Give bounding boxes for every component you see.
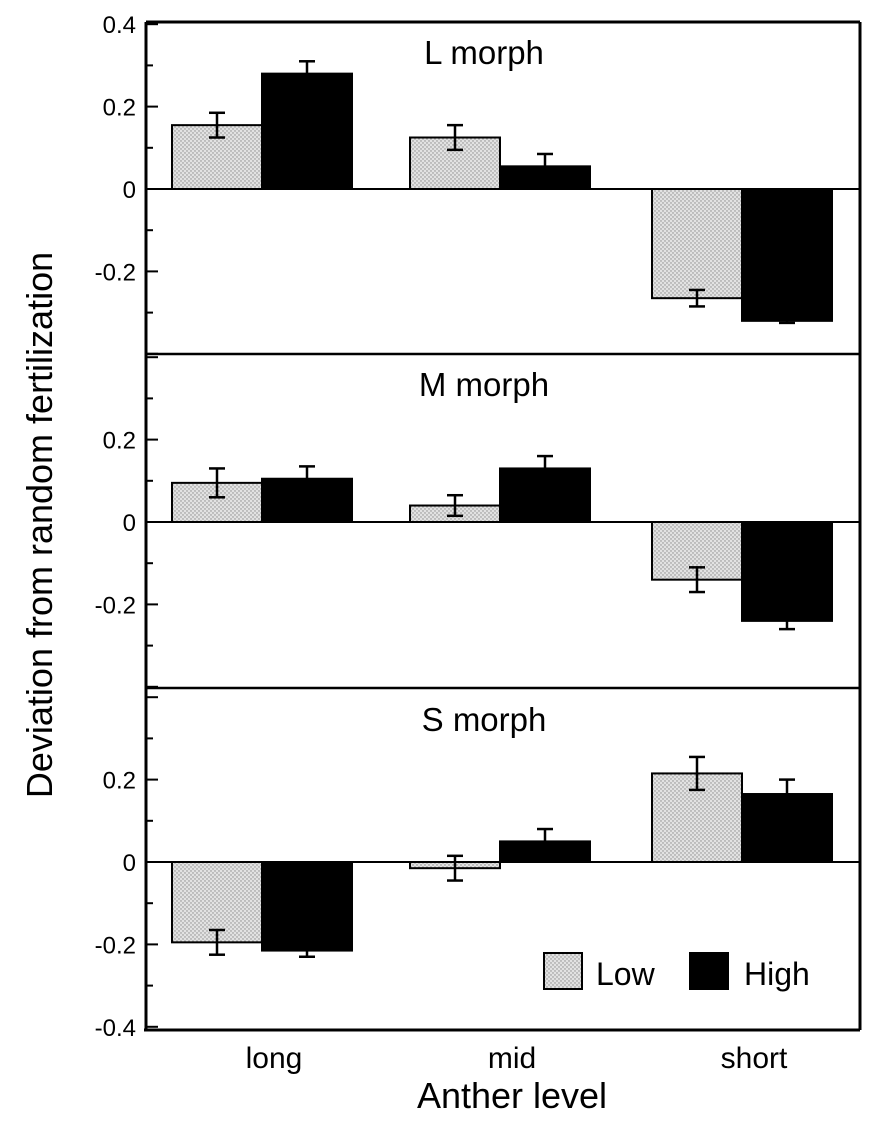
- y-tick-label: 0: [123, 510, 136, 537]
- y-tick-label: 0.2: [103, 768, 136, 795]
- y-tick-label: 0.2: [103, 95, 136, 122]
- bar-high-short: [741, 188, 833, 322]
- bar-high-long: [261, 72, 353, 190]
- bar-low-short: [651, 188, 743, 300]
- legend-label-low: Low: [596, 956, 656, 992]
- y-tick-label: 0.2: [103, 428, 136, 455]
- bar-low-long: [171, 124, 263, 190]
- x-axis-title: Anther level: [417, 1075, 607, 1116]
- y-tick-label: -0.2: [95, 592, 136, 619]
- y-tick-label: -0.4: [95, 1015, 136, 1042]
- bar-high-short: [741, 521, 833, 622]
- x-tick-label-long: long: [246, 1042, 303, 1075]
- panel-title-2: S morph: [422, 701, 547, 738]
- panel-title-0: L morph: [424, 34, 544, 71]
- y-tick-label: -0.2: [95, 932, 136, 959]
- legend: Low High: [543, 952, 810, 992]
- x-tick-label-mid: mid: [488, 1042, 536, 1075]
- y-tick-label: 0: [123, 177, 136, 204]
- legend-swatch-low: [543, 952, 583, 990]
- y-tick-label: 0.4: [103, 12, 136, 39]
- y-tick-label: 0: [123, 850, 136, 877]
- bar-high-long: [261, 861, 353, 952]
- y-tick-label: -0.2: [95, 259, 136, 286]
- x-tick-label-short: short: [721, 1042, 788, 1075]
- panel-title-1: M morph: [419, 366, 549, 403]
- y-axis-title: Deviation from random fertilization: [19, 252, 60, 798]
- legend-label-high: High: [744, 956, 810, 992]
- legend-swatch-high: [689, 952, 729, 990]
